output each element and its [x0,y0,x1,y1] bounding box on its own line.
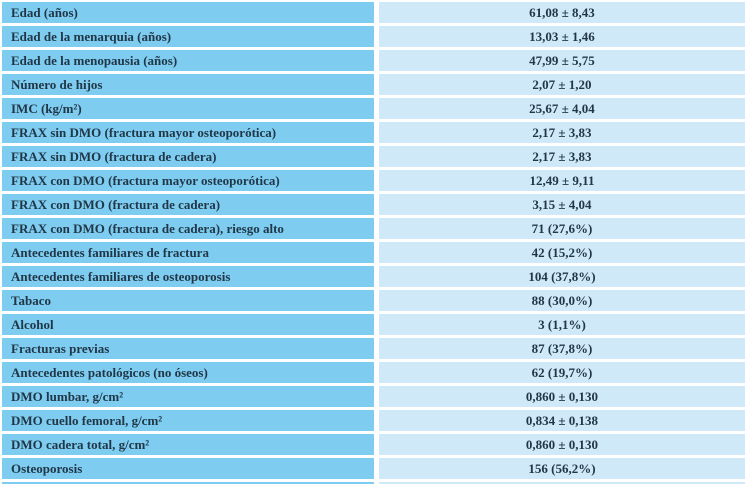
row-label: Tabaco [2,290,374,311]
row-label: FRAX con DMO (fractura de cadera), riesg… [2,218,374,239]
row-label: DMO cadera total, g/cm² [2,434,374,455]
table-row: Antecedentes patológicos (no óseos) 62 (1… [0,362,750,383]
row-value: 88 (30,0%) [379,290,745,311]
row-label: FRAX sin DMO (fractura de cadera) [2,146,374,167]
row-value: 61,08 ± 8,43 [379,2,745,23]
row-value: 156 (56,2%) [379,458,745,479]
row-label: FRAX con DMO (fractura de cadera) [2,194,374,215]
row-value: 3,15 ± 4,04 [379,194,745,215]
row-label: Edad (años) [2,2,374,23]
row-label: Alcohol [2,314,374,335]
row-value: 47,99 ± 5,75 [379,50,745,71]
row-value: 0,860 ± 0,130 [379,434,745,455]
table-row: Fracturas previas 87 (37,8%) [0,338,750,359]
table-row: DMO cadera total, g/cm² 0,860 ± 0,130 [0,434,750,455]
row-value: 62 (19,7%) [379,362,745,383]
table-row: Tabaco 88 (30,0%) [0,290,750,311]
row-value: 71 (27,6%) [379,218,745,239]
row-label: Fracturas previas [2,338,374,359]
table-row: Edad de la menopausia (años) 47,99 ± 5,75 [0,50,750,71]
row-value: 13,03 ± 1,46 [379,26,745,47]
row-value: 42 (15,2%) [379,242,745,263]
row-label: Edad de la menopausia (años) [2,50,374,71]
table-row: DMO cuello femoral, g/cm² 0,834 ± 0,138 [0,410,750,431]
row-label: DMO lumbar, g/cm² [2,386,374,407]
row-value: 3 (1,1%) [379,314,745,335]
row-label: Antecedentes familiares de fractura [2,242,374,263]
row-label: FRAX sin DMO (fractura mayor osteoporóti… [2,122,374,143]
row-value: 25,67 ± 4,04 [379,98,745,119]
row-label: IMC (kg/m²) [2,98,374,119]
row-label: Antecedentes familiares de osteoporosis [2,266,374,287]
row-label [2,482,374,484]
row-value: 2,17 ± 3,83 [379,146,745,167]
table-row: FRAX sin DMO (fractura mayor osteoporóti… [0,122,750,143]
row-label: Número de hijos [2,74,374,95]
row-value: 12,49 ± 9,11 [379,170,745,191]
row-label: FRAX con DMO (fractura mayor osteoporóti… [2,170,374,191]
table-row: DMO lumbar, g/cm² 0,860 ± 0,130 [0,386,750,407]
table-row: Antecedentes familiares de osteoporosis 1… [0,266,750,287]
row-value: 87 (37,8%) [379,338,745,359]
row-value: 2,07 ± 1,20 [379,74,745,95]
row-value [379,482,745,484]
row-label: Osteoporosis [2,458,374,479]
table-row: FRAX con DMO (fractura mayor osteoporóti… [0,170,750,191]
row-value: 2,17 ± 3,83 [379,122,745,143]
row-value: 0,860 ± 0,130 [379,386,745,407]
row-value: 104 (37,8%) [379,266,745,287]
row-label: Edad de la menarquia (años) [2,26,374,47]
table-row: Edad de la menarquia (años) 13,03 ± 1,46 [0,26,750,47]
row-label: DMO cuello femoral, g/cm² [2,410,374,431]
row-value: 0,834 ± 0,138 [379,410,745,431]
table-row: FRAX con DMO (fractura de cadera), riesg… [0,218,750,239]
table-row-partial [0,482,750,484]
table-row: IMC (kg/m²) 25,67 ± 4,04 [0,98,750,119]
row-label: Antecedentes patológicos (no óseos) [2,362,374,383]
table-row: Alcohol 3 (1,1%) [0,314,750,335]
table-row: Osteoporosis 156 (56,2%) [0,458,750,479]
table-row: Edad (años) 61,08 ± 8,43 [0,2,750,23]
table-row: FRAX con DMO (fractura de cadera) 3,15 ± … [0,194,750,215]
table-row: Antecedentes familiares de fractura 42 (1… [0,242,750,263]
table-row: FRAX sin DMO (fractura de cadera) 2,17 ± … [0,146,750,167]
table-row: Número de hijos 2,07 ± 1,20 [0,74,750,95]
